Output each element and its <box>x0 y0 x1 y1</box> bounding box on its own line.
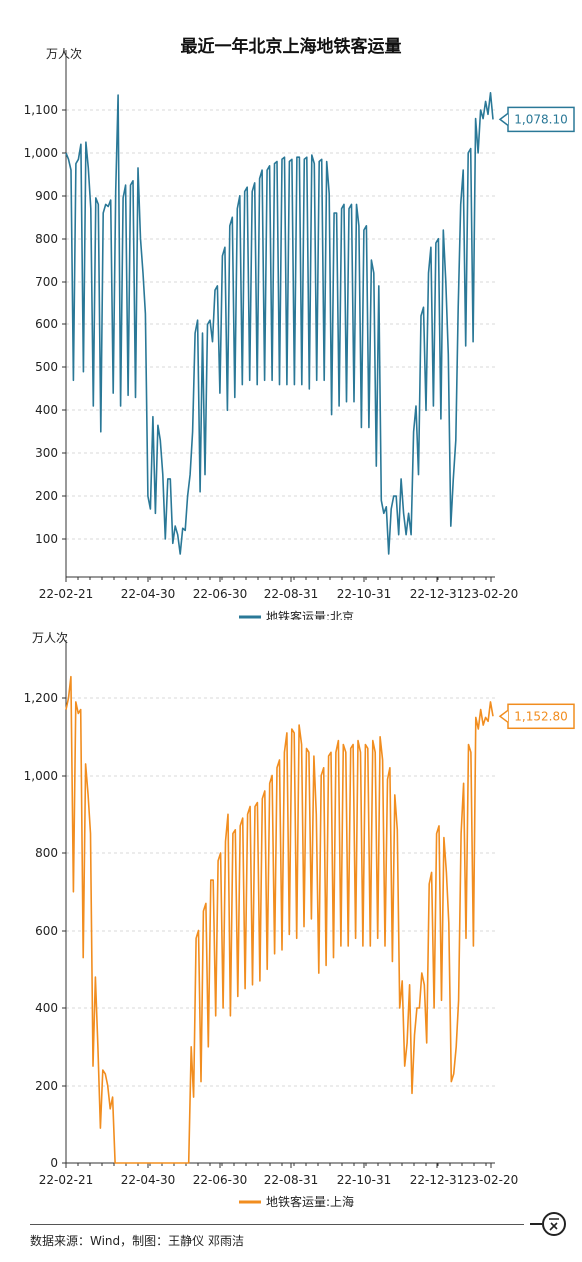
y-tick-label: 400 <box>35 403 58 417</box>
beijing-chart: 万人次 100 200 300 400 500 600 700 800 900 1,000 1,10… <box>24 47 575 620</box>
last-value-callout: 1,152.80 <box>498 703 575 730</box>
y-tick-label: 900 <box>35 189 58 203</box>
x-tick-label: 22-06-30 <box>193 587 247 601</box>
y-tick-label: 200 <box>35 489 58 503</box>
y-tick-label: 800 <box>35 846 58 860</box>
y-unit-label: 万人次 <box>32 631 68 645</box>
y-tick-label: 400 <box>35 1001 58 1015</box>
x-tick-label: 22-06-30 <box>193 1173 247 1187</box>
legend-label-shanghai: 地铁客运量:上海 <box>266 1194 354 1209</box>
x-axis: 22-02-21 22-04-30 22-06-30 22-08-31 22-10-31… <box>39 576 518 601</box>
x-tick-label: 22-02-21 <box>39 1173 93 1187</box>
x-axis: 22-02-21 22-04-30 22-06-30 22-08-31 22-10-31… <box>39 1162 518 1187</box>
x-tick-label: 22-02-21 <box>39 587 93 601</box>
source-credit: 数据来源：Wind，制图：王静仪 邓雨洁 <box>30 1234 244 1248</box>
grid-lines <box>66 697 495 1164</box>
beijing-series-line <box>65 92 494 555</box>
x-tick-label: 22-08-31 <box>264 587 318 601</box>
y-tick-label: 300 <box>35 446 58 460</box>
legend-label-beijing: 地铁客运量:北京 <box>266 609 354 620</box>
last-value-pointer <box>498 709 509 723</box>
y-tick-label: 1,000 <box>24 146 58 160</box>
y-tick-label: 100 <box>35 532 58 546</box>
last-value-pointer <box>498 112 509 126</box>
legend: 地铁客运量:上海 <box>239 1194 354 1209</box>
shanghai-series-line <box>65 675 494 1164</box>
y-axis: 0 200 400 600 800 1,000 1,200 <box>24 640 67 1170</box>
y-tick-label: 600 <box>35 924 58 938</box>
last-value-label: 1,078.10 <box>514 112 567 126</box>
y-tick-label: 1,100 <box>24 103 58 117</box>
y-tick-label: 200 <box>35 1079 58 1093</box>
brand-logo <box>530 1212 566 1236</box>
x-tick-label: 22-08-31 <box>264 1173 318 1187</box>
page-title: 最近一年北京上海地铁客运量 <box>180 37 402 57</box>
y-tick-label: 600 <box>35 317 58 331</box>
last-value-box <box>507 106 575 133</box>
x-tick-label: 22-04-30 <box>121 587 175 601</box>
y-axis: 100 200 300 400 500 600 700 800 900 1,000 1,100 <box>24 50 67 577</box>
y-tick-label: 500 <box>35 360 58 374</box>
x-tick-label: 23-02-20 <box>464 1173 518 1187</box>
footer-divider <box>30 1224 524 1225</box>
y-tick-label: 1,000 <box>24 769 58 783</box>
y-unit-label: 万人次 <box>46 47 82 61</box>
last-value-box <box>507 703 575 730</box>
y-tick-label: 700 <box>35 275 58 289</box>
y-tick-label: 0 <box>50 1156 58 1170</box>
last-value-label: 1,152.80 <box>514 709 567 723</box>
y-tick-label: 1,200 <box>24 691 58 705</box>
x-tick-label: 22-04-30 <box>121 1173 175 1187</box>
last-value-callout: 1,078.10 <box>498 106 575 133</box>
x-tick-label: 22-12-31 <box>410 587 464 601</box>
x-tick-label: 22-10-31 <box>337 1173 391 1187</box>
x-tick-label: 23-02-20 <box>464 587 518 601</box>
legend: 地铁客运量:北京 <box>239 609 354 620</box>
x-tick-label: 22-10-31 <box>337 587 391 601</box>
y-tick-label: 800 <box>35 232 58 246</box>
x-tick-label: 22-12-31 <box>410 1173 464 1187</box>
